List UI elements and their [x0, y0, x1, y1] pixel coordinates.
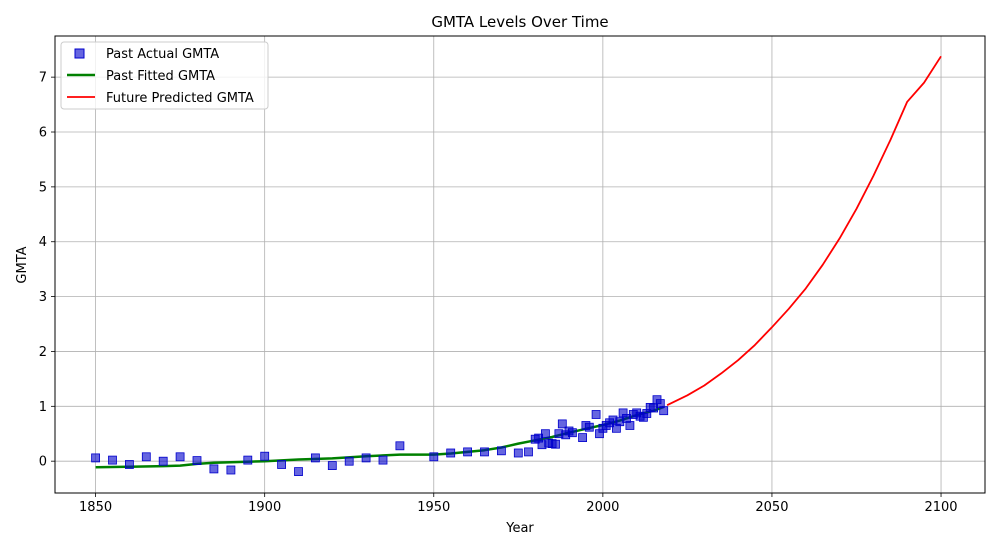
- legend-frame: [60, 41, 269, 110]
- x-tick-label: 2050: [755, 500, 788, 515]
- actual-gmta-point: [327, 461, 337, 471]
- actual-gmta-point: [361, 453, 371, 463]
- y-tick-label: 1: [39, 400, 47, 415]
- legend-label-future: Future Predicted GMTA: [106, 91, 254, 106]
- actual-gmta-point: [463, 447, 473, 457]
- actual-gmta-point: [310, 453, 320, 463]
- x-tick-label: 1950: [417, 500, 450, 515]
- y-tick-label: 5: [39, 180, 47, 195]
- chart-title: GMTA Levels Over Time: [431, 13, 608, 31]
- actual-gmta-point: [524, 447, 533, 457]
- grid-lines: [55, 36, 985, 493]
- actual-gmta-point: [125, 460, 134, 469]
- actual-gmta-point: [513, 448, 523, 458]
- actual-gmta-point: [578, 433, 587, 443]
- actual-gmta-point: [175, 452, 185, 462]
- x-tick-label: 1850: [79, 500, 112, 515]
- actual-series: [91, 395, 669, 477]
- actual-gmta-point: [378, 455, 388, 465]
- actual-gmta-point: [91, 453, 100, 463]
- actual-gmta-point: [277, 460, 287, 469]
- actual-gmta-point: [496, 446, 506, 456]
- actual-gmta-point: [446, 448, 456, 458]
- actual-gmta-point: [209, 464, 219, 474]
- actual-gmta-point: [294, 467, 303, 477]
- actual-gmta-point: [568, 428, 577, 438]
- actual-gmta-point: [480, 447, 489, 457]
- actual-gmta-point: [108, 455, 117, 465]
- actual-gmta-point: [226, 465, 236, 475]
- x-tick-label: 2100: [924, 500, 957, 515]
- x-tick-label: 2000: [586, 500, 619, 515]
- actual-gmta-point: [625, 421, 635, 430]
- actual-gmta-point: [591, 410, 601, 419]
- legend: Past Actual GMTA Past Fitted GMTA Future…: [60, 41, 269, 110]
- plot-frame: [54, 35, 986, 494]
- y-tick-label: 0: [39, 455, 47, 470]
- y-tick-label: 6: [39, 126, 47, 141]
- actual-gmta-point: [429, 452, 439, 462]
- future-series: [666, 55, 942, 407]
- legend-marker-actual: [74, 48, 85, 59]
- y-axis-label: GMTA: [15, 246, 30, 283]
- actual-gmta-point: [395, 441, 405, 451]
- x-tick-label: 1900: [248, 500, 281, 515]
- x-axis-ticks: 1850 1900 1950 2000 2050 2100: [79, 493, 958, 515]
- y-tick-label: 7: [39, 71, 47, 86]
- actual-gmta-point: [344, 456, 354, 466]
- x-axis-label: Year: [505, 521, 534, 536]
- actual-gmta-point: [260, 451, 270, 461]
- y-tick-label: 3: [39, 290, 47, 305]
- actual-gmta-point: [192, 456, 202, 466]
- y-axis-ticks: 0 1 2 3 4 5 6 7: [39, 71, 55, 470]
- actual-gmta-point: [557, 419, 567, 429]
- actual-gmta-point: [141, 452, 151, 462]
- actual-gmta-point: [158, 456, 168, 466]
- actual-gmta-point: [584, 422, 594, 432]
- legend-label-fitted: Past Fitted GMTA: [106, 69, 215, 84]
- legend-label-actual: Past Actual GMTA: [106, 47, 219, 62]
- actual-gmta-point: [541, 429, 550, 439]
- actual-gmta-point: [243, 455, 253, 465]
- actual-gmta-point: [659, 406, 669, 416]
- y-tick-label: 2: [39, 345, 47, 360]
- actual-gmta-point: [551, 439, 560, 449]
- future-predicted-gmta-line: [666, 55, 942, 407]
- y-tick-label: 4: [39, 235, 47, 250]
